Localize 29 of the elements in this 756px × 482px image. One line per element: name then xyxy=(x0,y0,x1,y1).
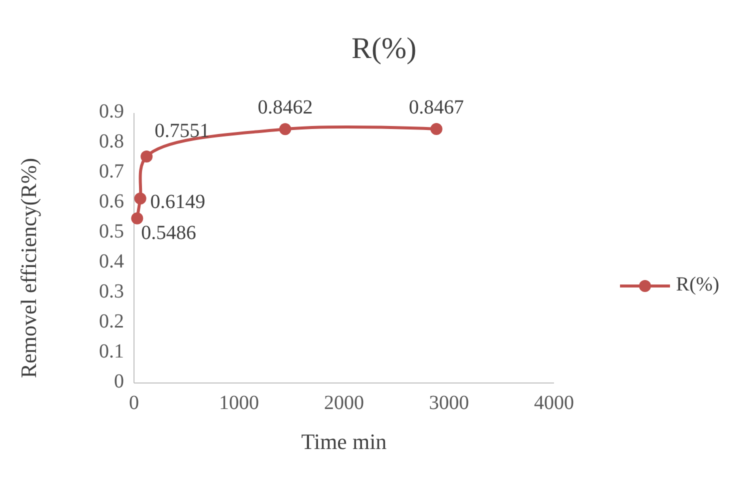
x-tick-label: 3000 xyxy=(429,392,469,414)
point xyxy=(131,212,144,224)
y-tick-label: 0 xyxy=(114,370,124,393)
point xyxy=(430,122,442,135)
x-tick-label: 2000 xyxy=(324,392,364,414)
data-label: 0.8467 xyxy=(408,96,464,119)
data-label: 0.7551 xyxy=(154,120,210,142)
y-tick-label: 0.2 xyxy=(99,310,124,333)
y-tick-label: 0.6 xyxy=(99,190,124,213)
point xyxy=(134,192,146,205)
y-tick-label: 0.3 xyxy=(99,280,124,303)
y-tick-label: 0.5 xyxy=(99,220,124,243)
point xyxy=(279,123,292,136)
y-tick-label: 0.9 xyxy=(99,100,124,123)
x-tick-label: 0 xyxy=(129,392,139,414)
data-label: 0.6149 xyxy=(150,191,206,214)
chart-title: R(%) xyxy=(352,32,416,65)
x-tick-label: 4000 xyxy=(534,392,574,414)
y-tick-label: 0.7 xyxy=(99,160,124,183)
x-tick-label: 1000 xyxy=(219,392,259,414)
point xyxy=(140,150,153,162)
y-axis-title: Removel efficiency(R%) xyxy=(16,158,41,378)
y-tick-label: 0.4 xyxy=(99,250,124,273)
x-axis-title: Time min xyxy=(301,429,387,454)
data-label: 0.5486 xyxy=(141,222,196,244)
y-tick-label: 0.8 xyxy=(99,130,124,153)
data-label: 0.8462 xyxy=(258,96,313,119)
legend-label: R(%) xyxy=(676,274,720,296)
y-tick-label: 0.1 xyxy=(99,340,124,363)
